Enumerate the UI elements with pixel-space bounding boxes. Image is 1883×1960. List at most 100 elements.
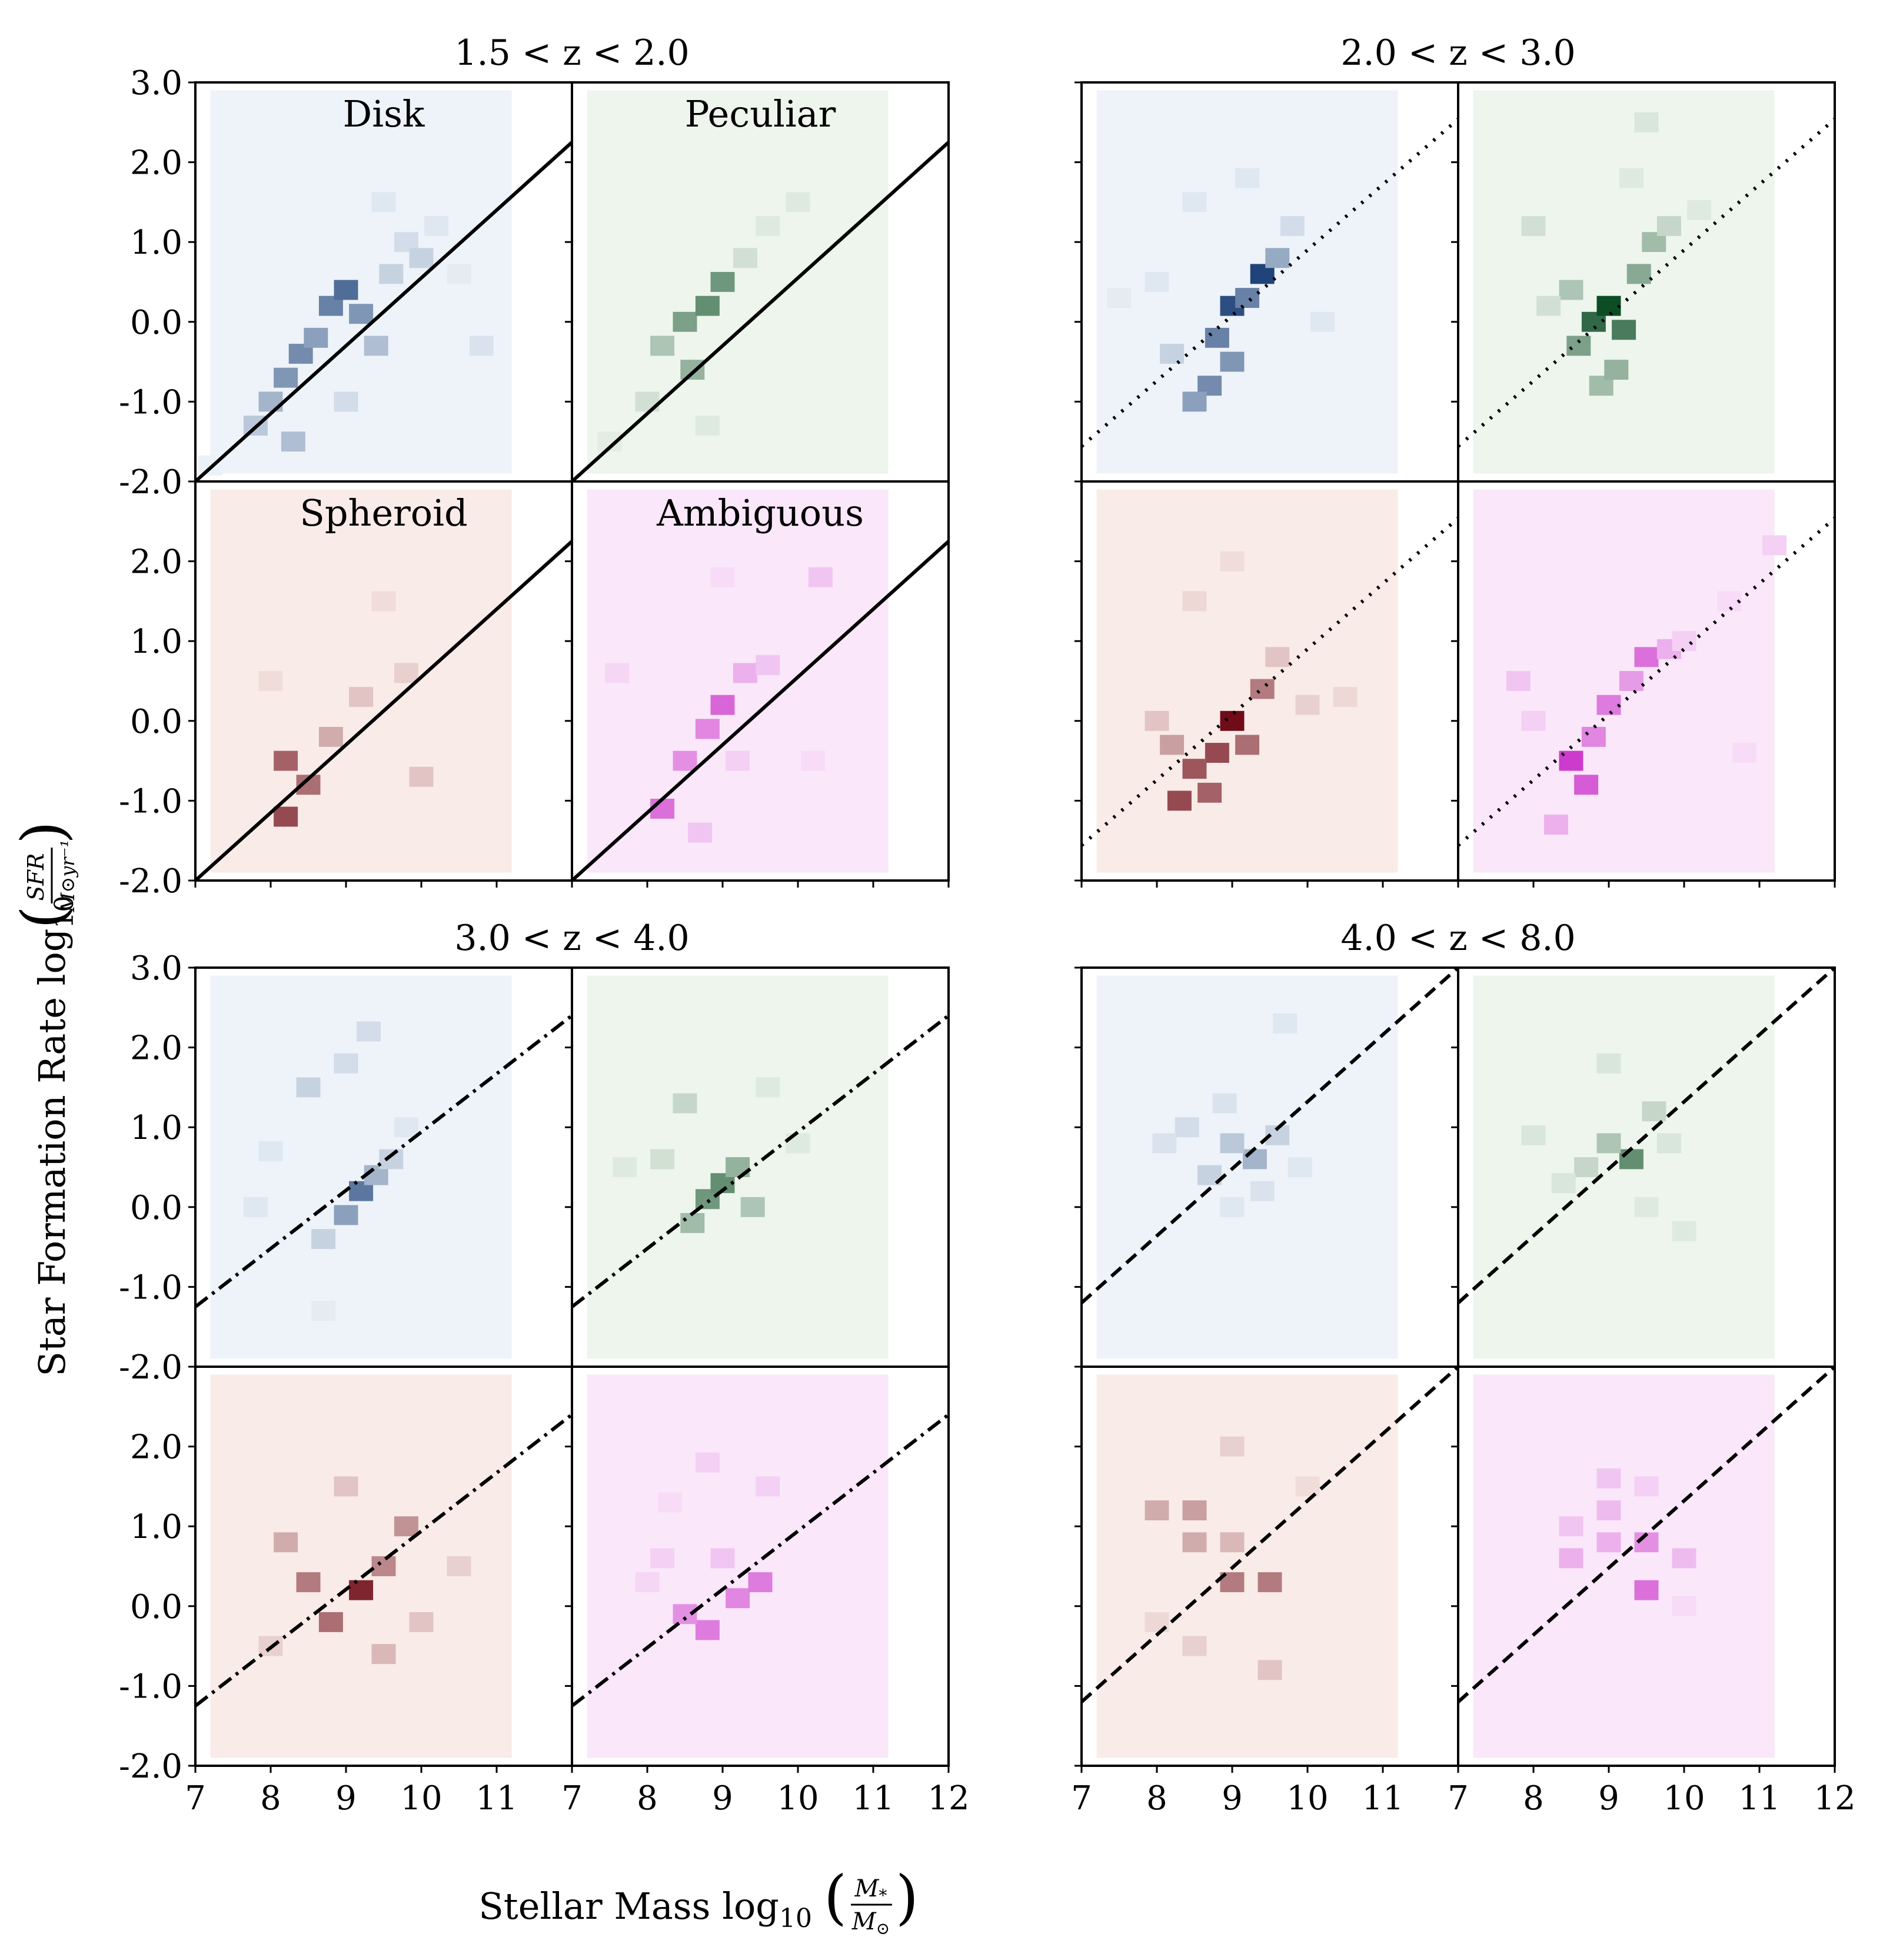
heatmap-cell (1732, 743, 1756, 763)
heatmap-cell (1687, 200, 1712, 220)
y-tick-label: 0.0 (130, 304, 182, 342)
panel-peculiar (565, 966, 950, 1368)
heatmap-cell (349, 1580, 374, 1600)
panel-label: Peculiar (685, 92, 836, 135)
heatmap-cell (274, 367, 298, 388)
heatmap-cell (409, 1612, 434, 1632)
heatmap-cell (733, 248, 757, 268)
fit-line (572, 1413, 949, 1707)
heatmap-cell (710, 1548, 735, 1569)
heatmap-cell (1596, 295, 1621, 316)
heatmap-cell (710, 272, 735, 292)
heatmap-cell (613, 1157, 637, 1177)
x-axis-label-frac-num: M* (854, 1875, 887, 1905)
heatmap-cell (334, 1205, 358, 1225)
chart-title: 1.5 < z < 2.0 (454, 32, 689, 74)
fit-line (1082, 1367, 1458, 1703)
heatmap-cell (1212, 1093, 1237, 1114)
x-axis-label-paren-right: ) (896, 1863, 919, 1932)
panel-frame (571, 480, 950, 882)
fit-line (1082, 968, 1458, 1304)
heatmap-cell (1521, 216, 1546, 237)
heatmap-cell (1220, 551, 1245, 572)
plot-area: 1.5 < z < 2.0 Disk -2.0 -1.0 0.0 1.0 2.0 3.0 Pec… (119, 32, 1856, 1818)
heatmap-cell (1619, 168, 1644, 188)
heatmap-cell (1333, 687, 1358, 707)
heatmap-cell (1672, 1548, 1696, 1569)
heatmap-cell (756, 1077, 780, 1098)
heatmap-cell (356, 1021, 381, 1042)
panel-disk: Disk -2.0 -1.0 0.0 1.0 2.0 3.0 (119, 64, 573, 501)
heatmap-cell (1642, 1101, 1666, 1122)
heatmap-cell (1152, 1133, 1177, 1154)
heatmap-cell (1604, 360, 1629, 380)
heatmap-cell (1182, 591, 1207, 612)
fit-line (195, 540, 572, 881)
heatmap-cell (296, 1077, 321, 1098)
x-tick-label: 7 (1448, 1779, 1469, 1818)
heatmap-cell (1280, 216, 1305, 237)
panel-peculiar: Peculiar (565, 81, 950, 483)
heatmap-cell (1559, 280, 1583, 300)
heatmap-cell (710, 695, 735, 715)
heatmap-cell (650, 335, 675, 356)
heatmap-cell (1145, 710, 1169, 731)
y-axis-label-frac-num: SFR (23, 853, 49, 901)
heatmap-cell (1612, 320, 1636, 340)
heatmap-cell (447, 264, 471, 284)
x-tick-label: 10 (1286, 1779, 1328, 1818)
chart-group: 2.0 < z < 3.0 (1074, 32, 1836, 888)
heatmap-cell (311, 1229, 336, 1249)
fit-line (195, 1014, 572, 1308)
panel-label: Spheroid (300, 491, 467, 534)
heatmap-cell (756, 216, 780, 237)
y-tick-label: -2.0 (119, 862, 182, 901)
x-tick-label: 11 (475, 1779, 517, 1818)
panel-ambiguous (1451, 480, 1836, 888)
y-tick-label: 0.0 (130, 1588, 182, 1626)
heatmap-cell (650, 1149, 675, 1170)
y-tick-label: -2.0 (119, 1748, 182, 1786)
heatmap-cell (379, 1149, 404, 1170)
x-tick-label: 9 (1222, 1779, 1243, 1818)
heatmap-cell (680, 1212, 705, 1233)
heatmap-cell (733, 663, 757, 683)
heatmap-cell (1626, 264, 1651, 284)
y-tick-label: -2.0 (119, 463, 182, 501)
heatmap-cell (635, 391, 660, 412)
heatmap-cell (304, 327, 328, 348)
heatmap-cell (258, 1141, 283, 1161)
heatmap-cell (1250, 1181, 1275, 1201)
heatmap-cell (243, 1197, 268, 1217)
panel-frame (1457, 1366, 1836, 1767)
heatmap-cell (258, 391, 283, 412)
heatmap-cell (786, 192, 810, 212)
y-axis-label-paren-right: ) (9, 821, 78, 844)
heatmap-cell (673, 750, 697, 771)
heatmap-cell (1107, 288, 1132, 308)
x-tick-label: 8 (1146, 1779, 1167, 1818)
heatmap-cell (334, 280, 358, 300)
heatmap-cell (1288, 1157, 1312, 1177)
heatmap-cell (1235, 735, 1260, 755)
panel-ambiguous: 7 8 9 10 11 12 (1448, 1366, 1856, 1818)
heatmap-cell (469, 335, 494, 356)
chart-title: 3.0 < z < 4.0 (454, 918, 689, 959)
heatmap-cell (1559, 1516, 1583, 1537)
x-axis-label-frac-den: M⊙ (851, 1908, 890, 1938)
heatmap-cell (1145, 272, 1169, 292)
panel-peculiar (1451, 81, 1836, 483)
panel-frame (571, 1366, 950, 1767)
panel-spheroid (1074, 480, 1459, 888)
y-axis-label-paren-left: ( (9, 906, 78, 929)
fit-line (572, 540, 949, 881)
heatmap-cell (1235, 288, 1260, 308)
x-tick-label: 11 (1738, 1779, 1780, 1818)
heatmap-cell (1574, 1157, 1599, 1177)
x-tick-label: 8 (637, 1779, 658, 1818)
heatmap-cell (1220, 1133, 1245, 1154)
heatmap-cell (334, 1053, 358, 1074)
heatmap-cell (1559, 1548, 1583, 1569)
heatmap-cell (447, 1556, 471, 1576)
y-tick-label: 2.0 (130, 144, 182, 182)
